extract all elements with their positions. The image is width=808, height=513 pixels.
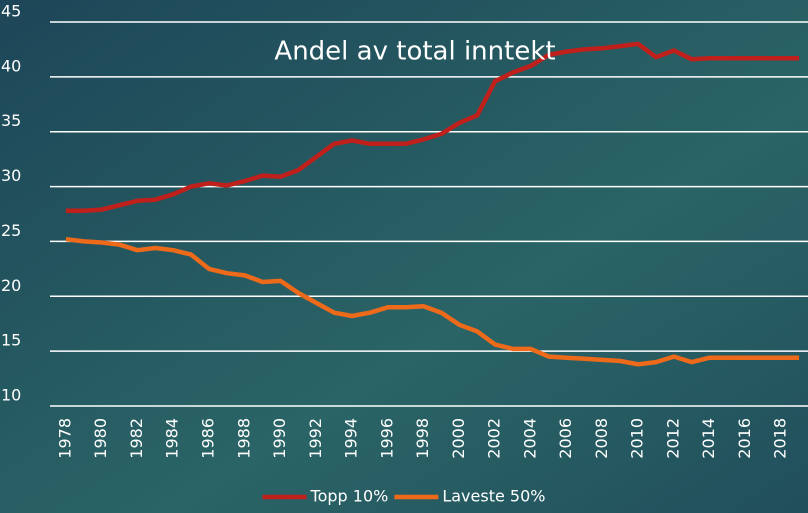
- x-tick-label: 2000: [449, 418, 468, 459]
- y-tick-label: 30: [1, 166, 21, 185]
- lines: [65, 41, 800, 367]
- x-tick-label: 2014: [699, 418, 718, 459]
- x-tick-label: 1992: [306, 418, 325, 459]
- x-tick-label: 2016: [735, 418, 754, 459]
- series-line: [65, 41, 800, 213]
- y-tick-label: 25: [1, 221, 21, 240]
- legend-label: Laveste 50%: [442, 487, 545, 506]
- x-tick-label: 2008: [592, 418, 611, 459]
- y-tick-label: 20: [1, 276, 21, 295]
- grid: 10 15 20 25 30 35 40 45 1978 1980 1982 1984 1986 1988…: [1, 2, 808, 459]
- x-tick-label: 1984: [163, 418, 182, 459]
- y-tick-label: 10: [1, 386, 21, 405]
- y-tick-label: 35: [1, 111, 21, 130]
- x-tick-label: 1978: [55, 418, 74, 459]
- y-tick-label: 45: [1, 2, 21, 21]
- x-tick-label: 2006: [556, 418, 575, 459]
- x-tick-label: 1998: [413, 418, 432, 459]
- x-tick-label: 1988: [234, 418, 253, 459]
- chart-title: Andel av total inntekt: [274, 37, 555, 67]
- x-tick-label: 1994: [342, 418, 361, 459]
- x-tick-label: 2012: [663, 418, 682, 459]
- x-tick-label: 2010: [628, 418, 647, 459]
- x-tick-label: 2018: [771, 418, 790, 459]
- x-tick-label: 1980: [91, 418, 110, 459]
- series-line: [65, 236, 800, 367]
- y-tick-label: 15: [1, 331, 21, 350]
- legend: Topp 10% Laveste 50%: [262, 487, 545, 506]
- x-tick-label: 1996: [377, 418, 396, 459]
- y-tick-label: 40: [1, 56, 21, 75]
- x-tick-label: 2002: [485, 418, 504, 459]
- x-tick-label: 1982: [127, 418, 146, 459]
- x-tick-label: 2004: [520, 418, 539, 459]
- x-tick-label: 1986: [198, 418, 217, 459]
- x-tick-label: 1990: [270, 418, 289, 459]
- legend-label: Topp 10%: [310, 487, 389, 506]
